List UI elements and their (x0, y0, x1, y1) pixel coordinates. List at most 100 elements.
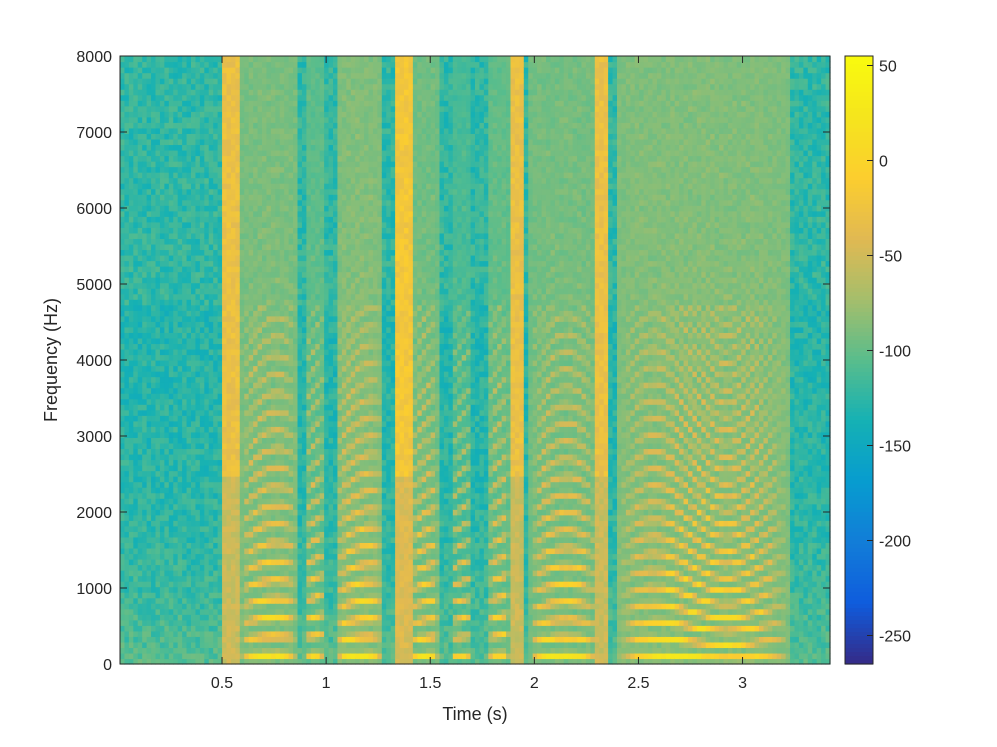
spectrogram-cell (217, 194, 223, 201)
spectrogram-cell (137, 520, 143, 527)
spectrogram-cell (137, 282, 143, 289)
spectrogram-cell (306, 282, 312, 289)
spectrogram-cell (186, 514, 192, 521)
spectrogram-cell (226, 166, 232, 173)
spectrogram-cell (301, 658, 307, 665)
spectrogram-cell (155, 78, 161, 85)
spectrogram-cell (293, 503, 299, 510)
spectrogram-cell (293, 420, 299, 427)
spectrogram-cell (168, 531, 174, 538)
spectrogram-cell (217, 282, 223, 289)
spectrogram-cell (253, 161, 259, 168)
spectrogram-cell (128, 465, 134, 472)
spectrogram-cell (146, 382, 152, 389)
spectrogram-cell (222, 420, 228, 427)
spectrogram-cell (177, 249, 183, 256)
spectrogram-cell (182, 647, 188, 654)
spectrogram-cell (235, 221, 241, 228)
spectrogram-cell (142, 553, 148, 560)
spectrogram-cell (230, 354, 236, 361)
spectrogram-cell (284, 232, 290, 239)
spectrogram-cell (275, 387, 281, 394)
spectrogram-cell (306, 387, 312, 394)
spectrogram-cell (230, 205, 236, 212)
spectrogram-cell (230, 221, 236, 228)
spectrogram-cell (248, 536, 254, 543)
spectrogram-cell (253, 227, 259, 234)
spectrogram-cell (244, 509, 250, 516)
spectrogram-cell (151, 232, 157, 239)
spectrogram-cell (288, 100, 294, 107)
spectrogram-cell (177, 116, 183, 123)
spectrogram-cell (248, 564, 254, 571)
spectrogram-cell (306, 453, 312, 461)
spectrogram-cell (173, 232, 179, 239)
spectrogram-cell (239, 652, 245, 660)
spectrogram-cell (213, 293, 219, 300)
spectrogram-cell (257, 271, 263, 278)
spectrogram-cell (288, 404, 294, 411)
spectrogram-cell (257, 288, 263, 295)
spectrogram-cell (226, 321, 232, 328)
spectrogram-cell (182, 127, 188, 134)
spectrogram-cell (195, 310, 201, 317)
spectrogram-cell (155, 603, 161, 610)
spectrogram-cell (262, 525, 268, 532)
spectrogram-cell (137, 371, 143, 378)
spectrogram-cell (191, 172, 197, 179)
spectrogram-cell (204, 111, 210, 118)
spectrogram-cell (310, 481, 316, 488)
spectrogram-cell (146, 542, 152, 549)
spectrogram-cell (248, 531, 254, 538)
spectrogram-cell (306, 658, 312, 665)
spectrogram-cell (248, 647, 254, 654)
spectrogram-cell (182, 398, 188, 405)
spectrogram-cell (279, 553, 285, 560)
spectrogram-cell (213, 520, 219, 527)
spectrogram-cell (146, 72, 152, 79)
spectrogram-cell (310, 83, 316, 90)
spectrogram-cell (128, 188, 134, 195)
spectrogram-cell (222, 326, 228, 333)
spectrogram-cell (244, 299, 250, 306)
spectrogram-cell (226, 453, 232, 461)
spectrogram-cell (177, 238, 183, 245)
spectrogram-cell (248, 553, 254, 560)
spectrogram-cell (199, 227, 205, 234)
spectrogram-cell (146, 61, 152, 68)
spectrogram-cell (208, 498, 214, 505)
spectrogram-cell (319, 531, 325, 538)
spectrogram-cell (239, 271, 245, 278)
spectrogram-cell (262, 437, 268, 444)
spectrogram-cell (239, 105, 245, 112)
spectrogram-cell (297, 625, 303, 632)
spectrogram-cell (315, 547, 321, 555)
spectrogram-cell (230, 536, 236, 543)
spectrogram-cell (177, 531, 183, 538)
spectrogram-cell (177, 337, 183, 345)
spectrogram-cell (186, 476, 192, 483)
spectrogram-cell (182, 531, 188, 538)
spectrogram-cell (159, 138, 165, 146)
spectrogram-cells (120, 56, 831, 665)
spectrogram-cell (279, 592, 285, 599)
spectrogram-cell (191, 453, 197, 461)
spectrogram-cell (266, 531, 272, 538)
spectrogram-cell (195, 398, 201, 405)
spectrogram-cell (284, 387, 290, 394)
spectrogram-cell (275, 138, 281, 146)
spectrogram-cell (239, 78, 245, 85)
spectrogram-cell (288, 387, 294, 394)
spectrogram-cell (288, 205, 294, 212)
spectrogram-cell (173, 89, 179, 96)
spectrogram-cell (270, 332, 276, 339)
spectrogram-cell (213, 575, 219, 582)
spectrogram-cell (297, 89, 303, 96)
spectrogram-cell (284, 271, 290, 278)
spectrogram-cell (306, 111, 312, 118)
spectrogram-cell (266, 321, 272, 328)
spectrogram-cell (279, 232, 285, 239)
spectrogram-cell (133, 61, 139, 68)
spectrogram-cell (253, 210, 259, 217)
spectrogram-cell (226, 94, 232, 101)
